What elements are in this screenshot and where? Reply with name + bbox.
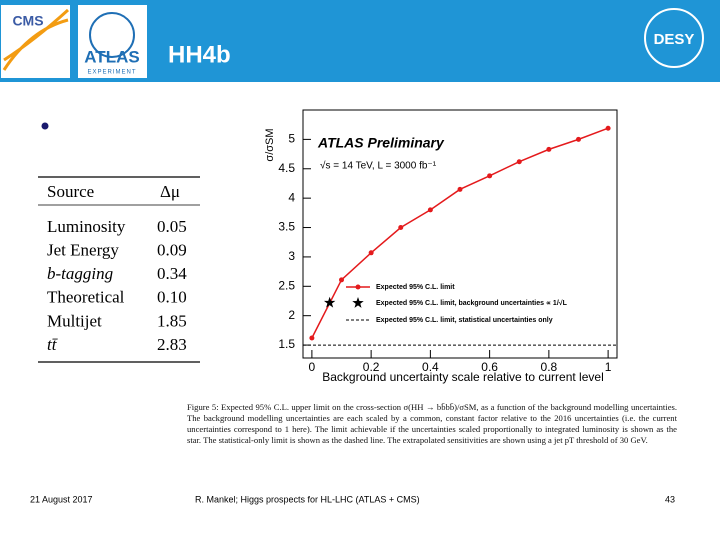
- slide-title: HH4b: [168, 41, 231, 68]
- x-tick-label: 0.6: [481, 360, 498, 374]
- table-cell: tt̄: [47, 335, 59, 354]
- atlas-logo-subtext: EXPERIMENT: [87, 70, 136, 76]
- plot-frame: [302, 109, 618, 359]
- limit-point: [575, 136, 581, 142]
- y-tick-label: 2.5: [278, 278, 295, 292]
- cms-logo-text: CMS: [12, 13, 43, 29]
- limit-point: [309, 335, 315, 341]
- bullet: [41, 122, 49, 130]
- legend-label: Expected 95% C.L. limit, statistical unc…: [376, 317, 553, 324]
- table-cell: 0.34: [157, 264, 187, 283]
- atlas-logo-text: ATLAS: [84, 47, 139, 66]
- limit-point: [487, 173, 493, 179]
- y-axis-label: σ/σSM: [264, 128, 276, 161]
- footer-date: 21 August 2017: [30, 494, 93, 504]
- table-header: Source: [47, 182, 94, 201]
- y-tick-label: 5: [288, 132, 295, 146]
- limit-point: [546, 146, 552, 152]
- legend-swatch: [352, 297, 364, 308]
- atlas-logo-globe: [89, 12, 135, 58]
- table-cell: Multijet: [47, 311, 102, 330]
- table-cell: Luminosity: [47, 217, 126, 236]
- table-cell: 0.10: [157, 288, 187, 307]
- y-tick-label: 4.5: [278, 161, 295, 175]
- atlas-logo: [78, 5, 147, 78]
- star-point: [323, 296, 336, 308]
- table-cell: Jet Energy: [47, 241, 119, 260]
- table-cell: 1.85: [157, 311, 187, 330]
- table-cell: 0.05: [157, 217, 187, 236]
- cms-logo-art: [2, 8, 70, 71]
- limit-point: [368, 250, 374, 256]
- limit-point: [339, 277, 345, 283]
- annotation: √s = 14 TeV, L = 3000 fb⁻¹: [320, 160, 437, 172]
- table-cell: Theoretical: [47, 288, 125, 307]
- limit-point: [516, 159, 522, 165]
- desy-logo-text: DESY: [654, 31, 695, 48]
- x-tick-label: 0.8: [541, 360, 558, 374]
- table-cell: b-tagging: [47, 264, 113, 283]
- x-axis-label: Background uncertainty scale relative to…: [322, 370, 603, 384]
- y-tick-label: 1.5: [278, 337, 295, 351]
- table-header: Δμ: [160, 182, 180, 201]
- limit-point: [398, 225, 404, 231]
- x-tick-label: 1: [605, 360, 612, 374]
- y-tick-label: 3: [288, 249, 295, 263]
- desy-logo: [644, 8, 704, 68]
- limit-point: [605, 125, 611, 131]
- y-tick-label: 4: [288, 190, 295, 204]
- x-tick-label: 0.4: [422, 360, 439, 374]
- y-tick-label: 3.5: [278, 220, 295, 234]
- figure-caption: Figure 5: Expected 95% C.L. upper limit …: [187, 402, 677, 445]
- table-cell: 0.09: [157, 241, 187, 260]
- annotation: ATLAS Preliminary: [317, 135, 445, 151]
- limit-point: [457, 186, 463, 192]
- x-tick-label: 0: [309, 360, 316, 374]
- limit-point: [427, 207, 433, 213]
- y-tick-label: 2: [288, 308, 295, 322]
- footer-page: 43: [665, 494, 675, 504]
- table-cell: 2.83: [157, 335, 187, 354]
- x-tick-label: 0.2: [363, 360, 380, 374]
- legend-label: Expected 95% C.L. limit: [376, 284, 455, 291]
- legend-label: Expected 95% C.L. limit, background unce…: [376, 299, 568, 307]
- footer-center: R. Mankel; Higgs prospects for HL-LHC (A…: [195, 494, 420, 504]
- legend-swatch: [355, 284, 361, 290]
